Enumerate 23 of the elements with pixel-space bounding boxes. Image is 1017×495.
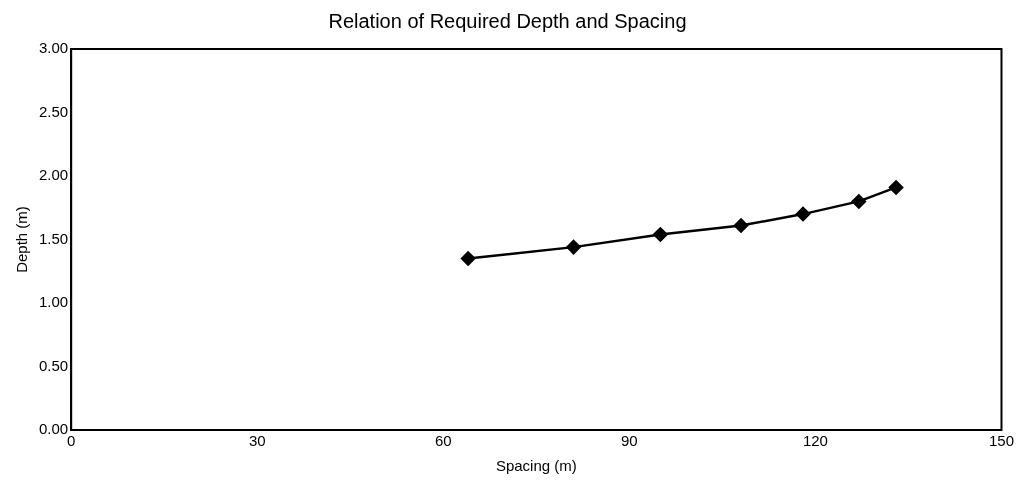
x-tick-label: 90: [621, 432, 638, 450]
y-tick-label: 2.50: [38, 102, 69, 120]
x-tick-label: 30: [248, 432, 266, 450]
point: [733, 218, 749, 233]
point: [653, 227, 668, 242]
y-tick-label: 3.00: [38, 39, 69, 57]
point: [888, 180, 904, 195]
y-tick-label: 0.00: [38, 420, 69, 438]
x-tick-label: 120: [802, 432, 828, 450]
y-tick-label: 1.50: [38, 229, 69, 247]
x-axis-title: Spacing (m): [495, 457, 577, 475]
point: [566, 239, 581, 255]
y-tick-label: 2.00: [38, 166, 69, 184]
point: [851, 194, 867, 209]
x-tick-label: 150: [988, 432, 1014, 450]
point: [460, 251, 476, 266]
x-tick-label: 0: [67, 432, 76, 450]
y-axis-title: Depth (m): [13, 206, 31, 273]
chart-title: Relation of Required Depth and Spacing: [328, 9, 687, 32]
x-tick-label: 60: [434, 432, 452, 450]
point: [795, 206, 811, 222]
y-tick-label: 1.00: [38, 293, 69, 311]
y-tick-label: 0.50: [38, 356, 69, 374]
